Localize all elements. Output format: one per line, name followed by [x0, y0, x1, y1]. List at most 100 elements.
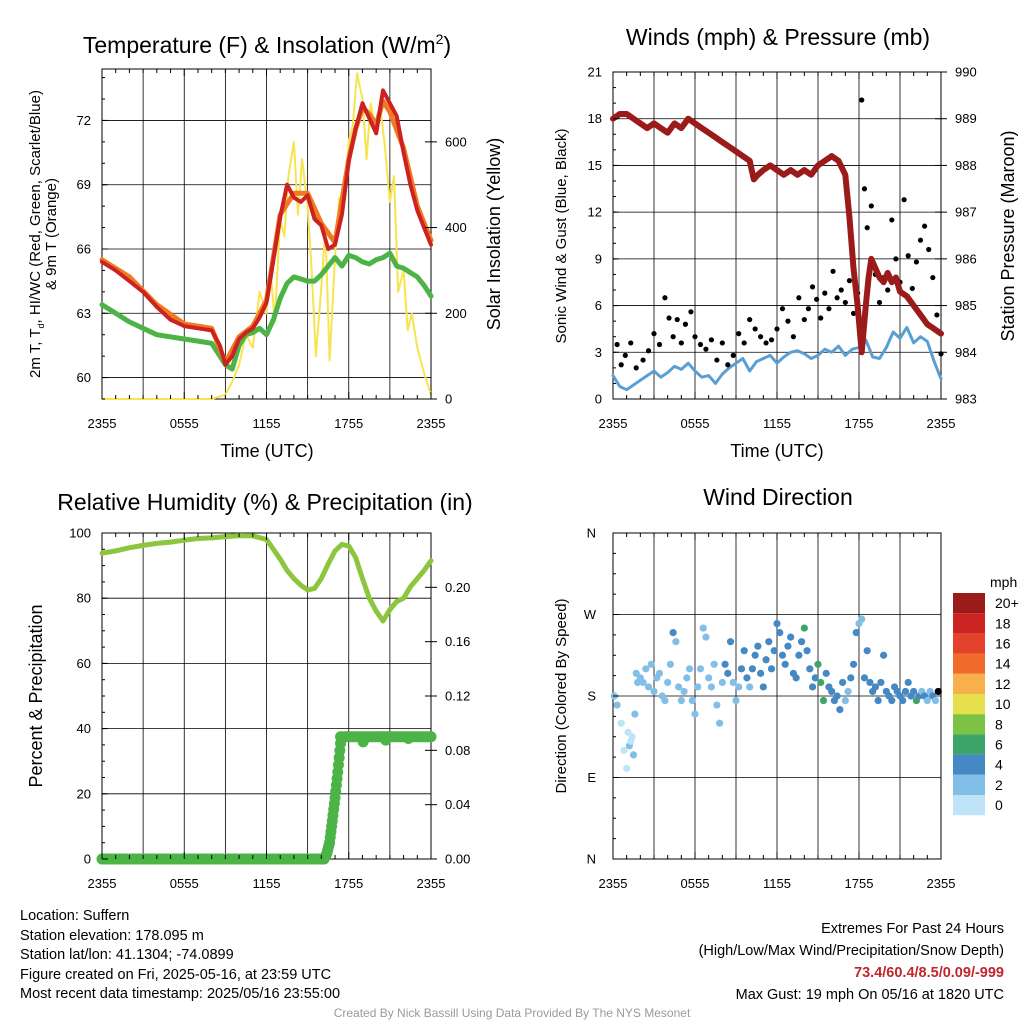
x-tick-label: 2355	[88, 416, 117, 431]
gust-point	[926, 246, 932, 253]
direction-tick-label: S	[587, 689, 596, 704]
direction-tick-label: N	[587, 526, 596, 541]
gust-point	[922, 223, 928, 229]
direction-point	[617, 719, 625, 727]
gust-point	[674, 316, 680, 323]
gust-point	[796, 295, 802, 301]
direction-point	[675, 683, 683, 691]
y2-tick-label: 0	[445, 392, 452, 407]
y2-tick-label: 200	[445, 306, 467, 321]
max-gust: Max Gust: 19 mph On 05/16 at 1820 UTC	[735, 987, 1004, 1003]
station-latlon: Station lat/lon: 41.1304; -74.0899	[20, 947, 234, 964]
legend-label: 0	[995, 797, 1003, 813]
direction-point	[803, 647, 811, 655]
temperature-panel: Temperature (F) & Insolation (W/m2) 2355…	[27, 31, 504, 461]
direction-point	[847, 674, 855, 682]
direction-point	[696, 665, 705, 673]
y-tick-label: 100	[69, 526, 91, 541]
legend-swatch	[953, 633, 985, 654]
y-tick-label: 6	[595, 298, 602, 313]
direction-point	[732, 696, 740, 705]
dewpoint-line	[99, 250, 434, 372]
direction-point	[792, 674, 800, 682]
gust-point	[826, 306, 832, 312]
legend-swatch	[953, 734, 985, 755]
direction-point	[899, 696, 907, 705]
direction-point	[743, 674, 751, 682]
y-tick-label: 21	[588, 65, 602, 80]
temperature-ylabel-line2: & 9m T (Orange)	[43, 178, 60, 290]
gust-point	[645, 348, 652, 354]
solar-insolation-line	[101, 72, 432, 400]
x-tick-label: 2355	[927, 416, 956, 431]
legend-label: 12	[995, 676, 1011, 692]
y-tick-label: 60	[77, 656, 91, 671]
direction-point	[721, 660, 729, 668]
direction-point	[904, 678, 912, 687]
winds-title: Winds (mph) & Pressure (mb)	[626, 24, 930, 50]
gust-point	[779, 306, 786, 312]
direction-point	[713, 701, 721, 709]
humidity-line	[99, 533, 434, 624]
y-tick-label: 40	[77, 721, 91, 736]
gust-point	[688, 309, 694, 315]
gust-point	[917, 237, 924, 243]
gust-point	[708, 337, 715, 343]
y2-tick-label: 0.16	[445, 634, 470, 649]
figure-created: Figure created on Fri, 2025-05-16, at 23…	[20, 966, 332, 983]
gust-point	[736, 331, 742, 337]
gust-point	[785, 318, 791, 324]
temp-9m-line	[99, 98, 434, 366]
direction-point	[629, 751, 638, 759]
y-tick-label: 60	[77, 370, 91, 385]
direction-point	[852, 629, 860, 637]
y2-tick-label: 987	[955, 205, 977, 220]
winds-grid	[613, 72, 941, 399]
temperature-y2label: Solar Insolation (Yellow)	[484, 138, 504, 330]
direction-point	[691, 710, 699, 718]
direction-point	[748, 665, 757, 673]
direction-point	[685, 665, 694, 673]
credit-line: Created By Nick Bassill Using Data Provi…	[333, 1006, 691, 1020]
gust-point	[628, 340, 634, 346]
gust-point	[730, 352, 736, 358]
y2-tick-label: 0.12	[445, 689, 470, 704]
legend-swatch	[953, 593, 985, 614]
x-tick-label: 1755	[845, 416, 874, 431]
gust-point	[814, 296, 820, 302]
temperature-title-sup: 2	[436, 31, 444, 47]
temperature-title-end: )	[443, 32, 451, 58]
direction-point	[661, 696, 669, 705]
gust-point	[719, 340, 725, 346]
gust-point	[678, 340, 684, 346]
humidity-ylabel: Percent & Precipitation	[26, 604, 46, 787]
direction-tick-label: W	[584, 607, 597, 622]
direction-tick-label: E	[587, 770, 596, 785]
direction-point	[841, 696, 849, 705]
direction-point	[901, 687, 910, 696]
legend-swatch	[953, 714, 985, 735]
gust-point	[651, 331, 657, 337]
direction-point	[751, 651, 759, 659]
direction-point	[650, 687, 658, 696]
gust-point	[614, 341, 620, 348]
direction-panel: Wind Direction 2355 0555 1155 1755 2355NESWN…	[553, 484, 1019, 891]
legend-swatch	[953, 795, 985, 816]
precip-point	[425, 731, 437, 743]
temperature-ylabel-part-b: , HI/WC (Red, Green, Scarlet/Blue)	[27, 90, 44, 323]
direction-point	[880, 651, 888, 659]
direction-point	[718, 678, 726, 687]
direction-point	[767, 665, 776, 673]
direction-point	[639, 678, 647, 687]
legend-label: 10	[995, 696, 1011, 712]
station-location: Location: Suffern	[20, 908, 130, 924]
y-tick-label: 80	[77, 591, 91, 606]
gust-point	[905, 253, 911, 259]
direction-point	[737, 665, 746, 673]
direction-point	[705, 674, 713, 682]
direction-point	[819, 696, 828, 705]
y2-tick-label: 400	[445, 220, 467, 235]
gust-point	[861, 186, 868, 192]
sonic-wind-line	[611, 325, 943, 392]
